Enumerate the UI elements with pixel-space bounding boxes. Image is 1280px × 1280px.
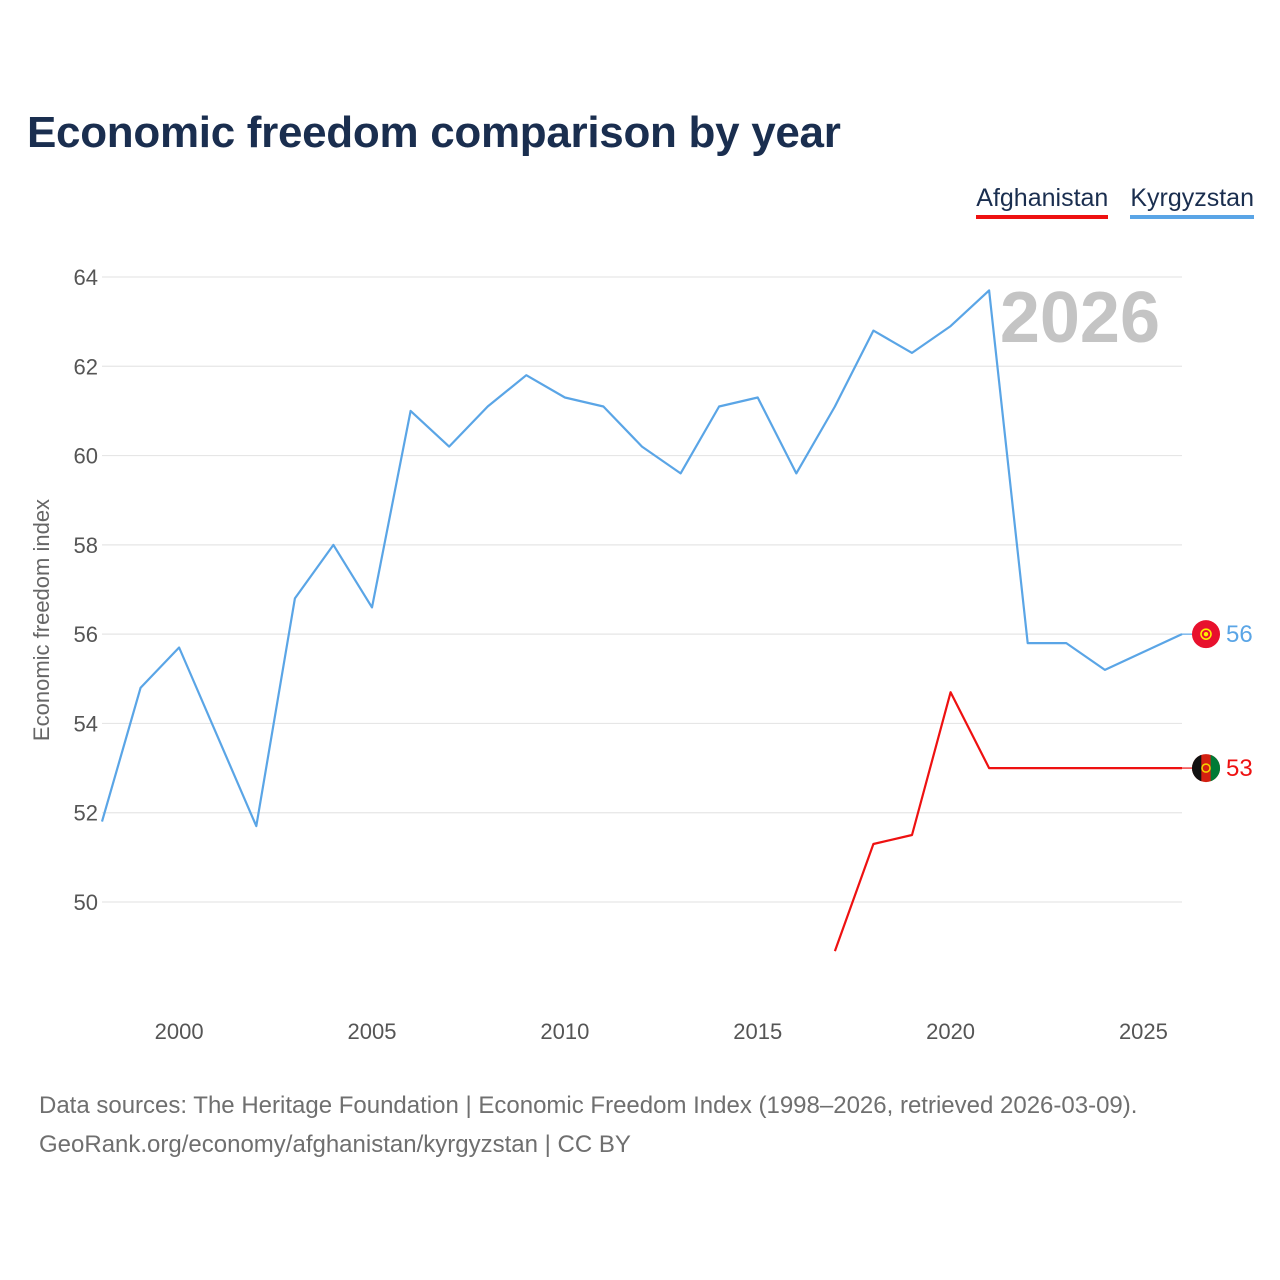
legend-item-afghanistan[interactable]: Afghanistan <box>976 182 1109 219</box>
data-point-afghanistan[interactable] <box>1063 765 1069 771</box>
data-point-kyrgyzstan[interactable] <box>639 444 645 450</box>
flag-afghanistan-icon <box>1192 754 1221 783</box>
data-point-kyrgyzstan[interactable] <box>793 470 799 476</box>
data-point-kyrgyzstan[interactable] <box>176 645 182 651</box>
legend-swatch-afghanistan <box>976 215 1109 219</box>
data-point-kyrgyzstan[interactable] <box>716 403 722 409</box>
y-axis-title: Economic freedom index <box>29 499 54 741</box>
y-tick-label: 56 <box>74 622 98 647</box>
y-tick-label: 60 <box>74 444 98 469</box>
y-tick-label: 52 <box>74 801 98 826</box>
data-point-kyrgyzstan[interactable] <box>446 444 452 450</box>
legend-label-kyrgyzstan: Kyrgyzstan <box>1130 184 1254 212</box>
x-axis-ticks: 2000 2005 2010 2015 2020 2025 <box>155 1019 1168 1044</box>
data-point-afghanistan[interactable] <box>986 765 992 771</box>
data-point-kyrgyzstan[interactable] <box>1025 640 1031 646</box>
y-tick-label: 58 <box>74 533 98 558</box>
data-point-kyrgyzstan[interactable] <box>755 395 761 401</box>
legend: Afghanistan Kyrgyzstan <box>976 182 1254 219</box>
series-line-afghanistan[interactable] <box>833 691 1182 952</box>
data-point-kyrgyzstan[interactable] <box>948 323 954 329</box>
data-point-kyrgyzstan[interactable] <box>1102 667 1108 673</box>
legend-swatch-kyrgyzstan <box>1130 215 1254 219</box>
year-watermark: 2026 <box>1000 278 1160 358</box>
end-markers: 53 56 <box>1182 620 1253 783</box>
data-point-kyrgyzstan[interactable] <box>330 542 336 548</box>
data-point-kyrgyzstan[interactable] <box>562 395 568 401</box>
y-tick-label: 54 <box>74 711 98 736</box>
data-point-afghanistan[interactable] <box>909 832 915 838</box>
end-label-kyrgyzstan: 56 <box>1226 621 1253 648</box>
source-line-1: Data sources: The Heritage Foundation | … <box>39 1092 1138 1119</box>
data-point-kyrgyzstan[interactable] <box>253 823 259 829</box>
x-tick-label: 2025 <box>1119 1019 1168 1044</box>
y-tick-label: 64 <box>74 265 98 290</box>
chart-title: Economic freedom comparison by year <box>27 108 841 157</box>
x-tick-label: 2000 <box>155 1019 204 1044</box>
data-point-kyrgyzstan[interactable] <box>1063 640 1069 646</box>
data-point-kyrgyzstan[interactable] <box>832 403 838 409</box>
gridlines <box>102 276 1182 903</box>
data-point-afghanistan[interactable] <box>870 841 876 847</box>
data-point-afghanistan[interactable] <box>1102 765 1108 771</box>
data-point-afghanistan[interactable] <box>1025 765 1031 771</box>
data-point-kyrgyzstan[interactable] <box>600 403 606 409</box>
data-point-kyrgyzstan[interactable] <box>909 350 915 356</box>
data-point-kyrgyzstan[interactable] <box>485 403 491 409</box>
data-point-kyrgyzstan[interactable] <box>408 408 414 414</box>
data-point-kyrgyzstan[interactable] <box>986 287 992 293</box>
data-point-kyrgyzstan[interactable] <box>99 819 105 825</box>
flag-kyrgyzstan-icon <box>1192 620 1220 649</box>
data-point-kyrgyzstan[interactable] <box>523 372 529 378</box>
series-line-kyrgyzstan[interactable] <box>100 289 1183 828</box>
data-point-kyrgyzstan[interactable] <box>678 470 684 476</box>
x-tick-label: 2010 <box>540 1019 589 1044</box>
y-tick-label: 50 <box>74 890 98 915</box>
x-tick-label: 2005 <box>348 1019 397 1044</box>
source-note: Data sources: The Heritage Foundation | … <box>39 1086 1137 1164</box>
x-tick-label: 2020 <box>926 1019 975 1044</box>
y-axis-ticks: 50 52 54 56 58 60 62 64 <box>74 265 98 915</box>
data-point-kyrgyzstan[interactable] <box>1140 649 1146 655</box>
y-tick-label: 62 <box>74 354 98 379</box>
data-point-kyrgyzstan[interactable] <box>215 734 221 740</box>
data-point-kyrgyzstan[interactable] <box>369 604 375 610</box>
data-point-kyrgyzstan[interactable] <box>292 595 298 601</box>
data-point-kyrgyzstan[interactable] <box>138 685 144 691</box>
end-label-afghanistan: 53 <box>1226 755 1253 782</box>
data-point-afghanistan[interactable] <box>1140 765 1146 771</box>
x-tick-label: 2015 <box>733 1019 782 1044</box>
data-point-afghanistan[interactable] <box>948 689 954 695</box>
source-line-2[interactable]: GeoRank.org/economy/afghanistan/kyrgyzst… <box>39 1131 631 1158</box>
data-point-afghanistan[interactable] <box>832 948 838 954</box>
data-point-kyrgyzstan[interactable] <box>870 328 876 334</box>
legend-label-afghanistan: Afghanistan <box>976 184 1109 212</box>
series-lines <box>99 287 1183 954</box>
legend-item-kyrgyzstan[interactable]: Kyrgyzstan <box>1130 182 1254 219</box>
